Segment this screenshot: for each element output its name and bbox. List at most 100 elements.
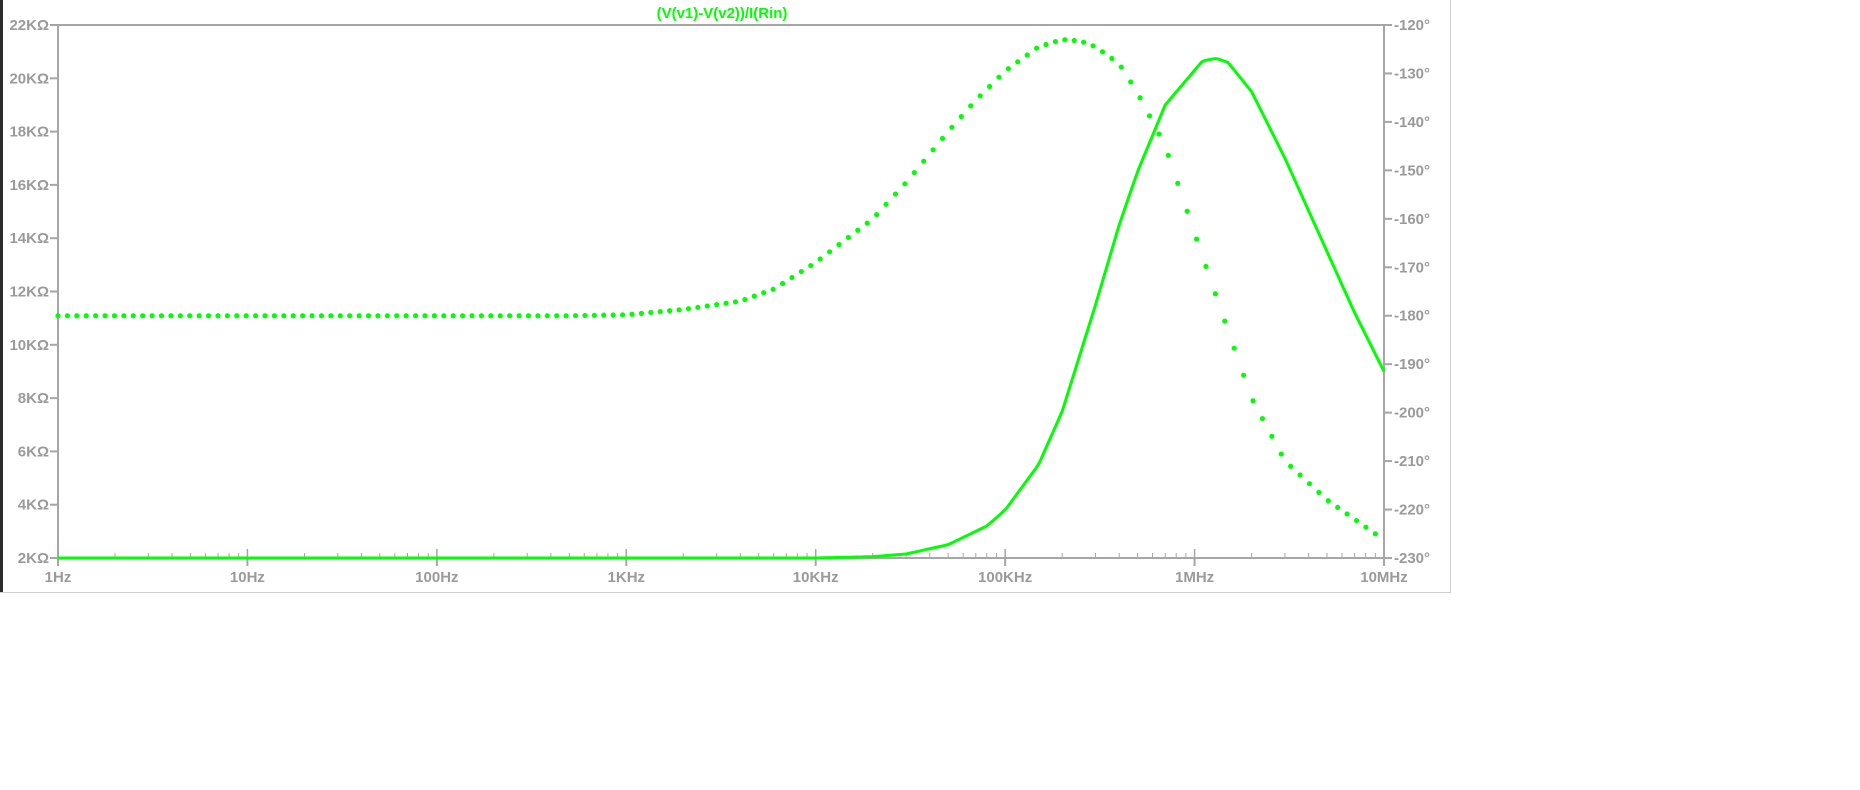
phase-trace-point bbox=[356, 313, 362, 319]
phase-trace-point bbox=[902, 181, 908, 187]
phase-trace-point bbox=[770, 286, 776, 292]
phase-trace-point bbox=[337, 313, 343, 319]
phase-trace-point bbox=[412, 313, 419, 319]
y-left-axis: 22KΩ 20KΩ 18KΩ 16KΩ 14KΩ 12KΩ 10KΩ 8KΩ 6KΩ 4KΩ 2KΩ bbox=[9, 17, 58, 567]
phase-trace-point bbox=[1269, 433, 1275, 439]
phase-trace-point bbox=[676, 307, 682, 313]
phase-trace-point bbox=[384, 313, 390, 319]
phase-trace-point bbox=[742, 296, 748, 303]
phase-trace-point bbox=[826, 249, 833, 255]
phase-trace-point bbox=[1203, 263, 1209, 270]
phase-trace-point bbox=[507, 313, 513, 319]
phase-trace-point bbox=[610, 312, 616, 318]
phase-trace-point bbox=[723, 300, 729, 306]
phase-trace-point bbox=[1052, 39, 1059, 45]
phase-trace-point bbox=[572, 313, 579, 319]
phase-trace-point bbox=[911, 169, 917, 176]
y-left-tick-label: 8KΩ bbox=[18, 390, 49, 407]
phase-trace-point bbox=[996, 74, 1002, 80]
phase-trace-point bbox=[939, 135, 946, 142]
phase-trace-point bbox=[732, 299, 739, 305]
phase-trace-point bbox=[469, 313, 475, 319]
y-right-tick-label: -220° bbox=[1394, 502, 1430, 519]
phase-trace-point bbox=[695, 304, 701, 310]
phase-trace-point bbox=[460, 313, 466, 319]
y-left-tick-label: 16KΩ bbox=[9, 177, 49, 194]
phase-trace-point bbox=[883, 201, 889, 207]
phase-trace-point bbox=[1193, 236, 1200, 242]
phase-trace-point bbox=[1109, 55, 1115, 62]
phase-trace-point bbox=[1259, 415, 1266, 422]
phase-trace-point bbox=[808, 262, 814, 269]
phase-trace-point bbox=[591, 312, 597, 318]
impedance-plot[interactable]: (V(v1)-V(v2))/I(Rin) 1Hz 10Hz 100Hz 1KHz 10K… bbox=[0, 0, 1450, 592]
phase-trace-point bbox=[704, 303, 710, 309]
phase-trace-point bbox=[968, 103, 974, 109]
phase-trace-point bbox=[1372, 531, 1378, 537]
y-right-tick-label: -160° bbox=[1394, 211, 1430, 228]
phase-trace-point bbox=[1222, 318, 1228, 324]
y-left-tick-label: 4KΩ bbox=[18, 497, 49, 514]
phase-trace-point bbox=[535, 313, 541, 319]
phase-trace-point bbox=[525, 313, 532, 319]
phase-trace-point bbox=[1212, 291, 1218, 297]
phase-trace-point bbox=[168, 313, 174, 319]
plot-frame bbox=[57, 24, 1385, 559]
phase-trace-point bbox=[1146, 113, 1153, 119]
phase-trace-point bbox=[798, 268, 804, 275]
phase-trace-point bbox=[488, 313, 494, 319]
phase-trace-point bbox=[177, 313, 183, 319]
phase-trace-point bbox=[789, 274, 795, 281]
phase-trace-point bbox=[1015, 59, 1021, 65]
phase-trace-point bbox=[102, 313, 108, 319]
phase-trace-point bbox=[253, 313, 259, 319]
phase-trace-point bbox=[751, 293, 757, 299]
phase-trace-point bbox=[74, 313, 80, 319]
phase-trace-point bbox=[497, 313, 503, 319]
phase-trace-point bbox=[83, 313, 89, 319]
y-right-tick-label: -120° bbox=[1394, 17, 1430, 34]
y-left-tick-label: 18KΩ bbox=[9, 124, 49, 141]
phase-trace-point bbox=[958, 113, 964, 120]
phase-trace-point bbox=[1128, 79, 1134, 85]
phase-trace-point bbox=[375, 313, 381, 319]
phase-trace-point bbox=[328, 313, 334, 319]
y-right-tick-label: -170° bbox=[1394, 259, 1430, 276]
phase-trace-point bbox=[685, 306, 692, 312]
x-tick-label: 100KHz bbox=[978, 569, 1032, 586]
phase-trace-point bbox=[921, 158, 927, 164]
phase-trace-point bbox=[422, 313, 428, 319]
phase-trace-point bbox=[1118, 64, 1124, 70]
magnitude-trace bbox=[58, 57, 1386, 560]
phase-trace-point bbox=[1325, 498, 1331, 504]
phase-trace-point bbox=[657, 308, 663, 315]
y-left-tick-label: 14KΩ bbox=[9, 230, 49, 247]
phase-trace-point bbox=[1344, 511, 1350, 517]
x-tick-label: 10MHz bbox=[1360, 569, 1408, 586]
phase-trace-point bbox=[817, 256, 823, 262]
phase-trace-point bbox=[930, 147, 936, 153]
y-left-tick-label: 22KΩ bbox=[9, 17, 49, 34]
phase-trace-point bbox=[318, 313, 325, 319]
phase-trace-point bbox=[1353, 517, 1360, 524]
y-right-tick-label: -190° bbox=[1394, 356, 1430, 373]
y-right-tick-label: -130° bbox=[1394, 65, 1430, 82]
x-tick-label: 100Hz bbox=[415, 569, 458, 586]
phase-trace-point bbox=[619, 312, 626, 318]
phase-trace-point bbox=[1099, 49, 1106, 55]
phase-trace-point bbox=[196, 313, 202, 319]
phase-trace-point bbox=[187, 313, 193, 319]
phase-trace-point bbox=[855, 227, 861, 233]
phase-trace-point bbox=[64, 313, 71, 319]
phase-trace-point bbox=[1316, 489, 1322, 495]
phase-trace-point bbox=[309, 313, 315, 319]
y-left-tick-label: 10KΩ bbox=[9, 337, 49, 354]
phase-trace-point bbox=[121, 313, 127, 319]
phase-trace-point bbox=[1184, 208, 1190, 214]
phase-trace-point bbox=[648, 309, 654, 316]
phase-trace-point bbox=[365, 313, 372, 319]
phase-trace-point bbox=[836, 242, 842, 248]
y-left-tick-label: 2KΩ bbox=[18, 550, 49, 567]
phase-trace-point bbox=[93, 313, 99, 319]
phase-trace-point bbox=[667, 308, 673, 314]
